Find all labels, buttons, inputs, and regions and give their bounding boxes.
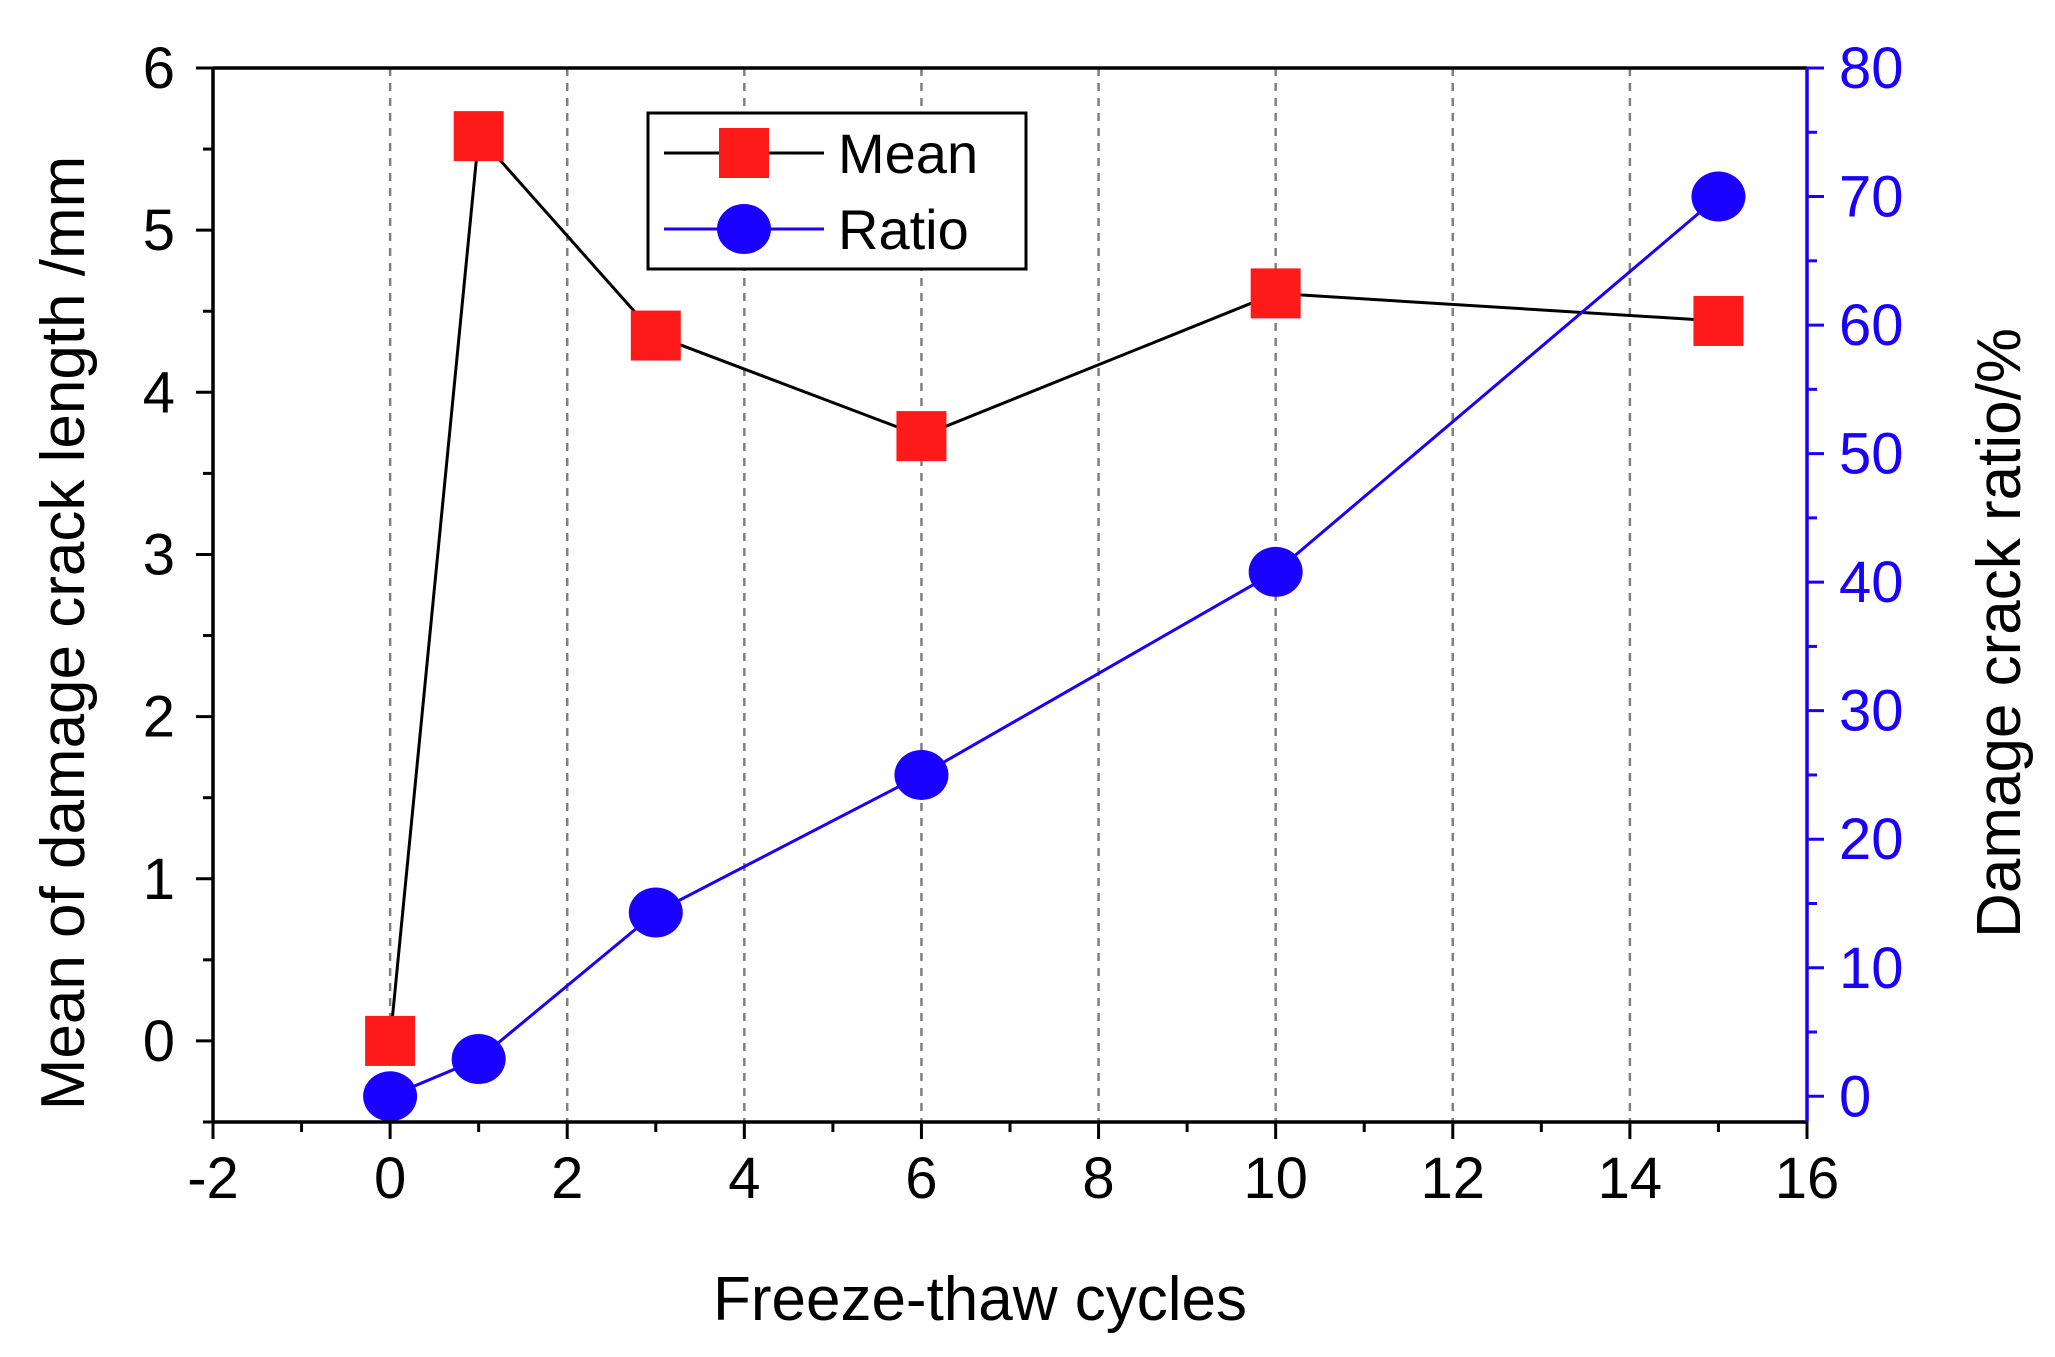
y2-tick-label-30: 30: [1839, 679, 1904, 744]
x-tick-label-16: 16: [1775, 1146, 1840, 1211]
series-line-mean: [388, 132, 1719, 1042]
legend-ratio-marker: [717, 204, 771, 254]
y-tick-label-1: 1: [143, 847, 175, 912]
data-point-mean: [365, 1015, 416, 1066]
data-point-ratio: [363, 1071, 418, 1122]
y-tick-label-6: 6: [143, 36, 175, 101]
x-tick-label-6: 6: [905, 1146, 937, 1211]
y-tick-label-5: 5: [143, 198, 175, 263]
x-tick-label--2: -2: [187, 1146, 239, 1211]
legend: Mean Ratio: [646, 111, 1028, 271]
x-tick-label-12: 12: [1421, 1146, 1486, 1211]
data-point-mean: [453, 111, 504, 162]
y2-tick-label-20: 20: [1839, 807, 1904, 872]
data-point-ratio: [451, 1034, 506, 1085]
y2-tick-label-60: 60: [1839, 293, 1904, 358]
y-tick-label-3: 3: [143, 522, 175, 587]
data-point-mean: [630, 310, 681, 361]
x-tick-label-0: 0: [374, 1146, 406, 1211]
series-layer: [363, 111, 1746, 1122]
data-point-ratio: [628, 887, 683, 938]
legend-mean-marker: [719, 128, 769, 178]
y2-tick-label-10: 10: [1839, 936, 1904, 1001]
data-point-ratio: [1691, 171, 1746, 222]
y-tick-label-4: 4: [143, 360, 175, 425]
x-axis-title: Freeze-thaw cycles: [713, 1265, 1247, 1334]
y-tick-label-2: 2: [143, 685, 175, 750]
legend-box: [646, 111, 1028, 271]
y-tick-label-0: 0: [143, 1009, 175, 1074]
data-point-mean: [1693, 295, 1744, 346]
y2-tick-label-50: 50: [1839, 422, 1904, 487]
y2-tick-label-70: 70: [1839, 165, 1904, 230]
x-tick-label-8: 8: [1082, 1146, 1114, 1211]
data-point-mean: [896, 411, 947, 462]
legend-mean-label: Mean: [838, 122, 978, 185]
y2-tick-label-40: 40: [1839, 550, 1904, 615]
x-tick-label-14: 14: [1598, 1146, 1663, 1211]
data-point-ratio: [894, 749, 949, 800]
legend-ratio-label: Ratio: [838, 198, 969, 261]
x-tick-label-2: 2: [551, 1146, 583, 1211]
data-point-mean: [1250, 268, 1301, 319]
x-tick-label-10: 10: [1243, 1146, 1308, 1211]
x-tick-label-4: 4: [728, 1146, 760, 1211]
y2-tick-label-0: 0: [1839, 1064, 1871, 1129]
data-point-ratio: [1248, 546, 1303, 597]
y2-axis-title: Damage crack ratio/%: [1965, 328, 2034, 938]
y-axis-title: Mean of damage crack length /mm: [29, 156, 98, 1111]
y2-tick-label-80: 80: [1839, 36, 1904, 101]
